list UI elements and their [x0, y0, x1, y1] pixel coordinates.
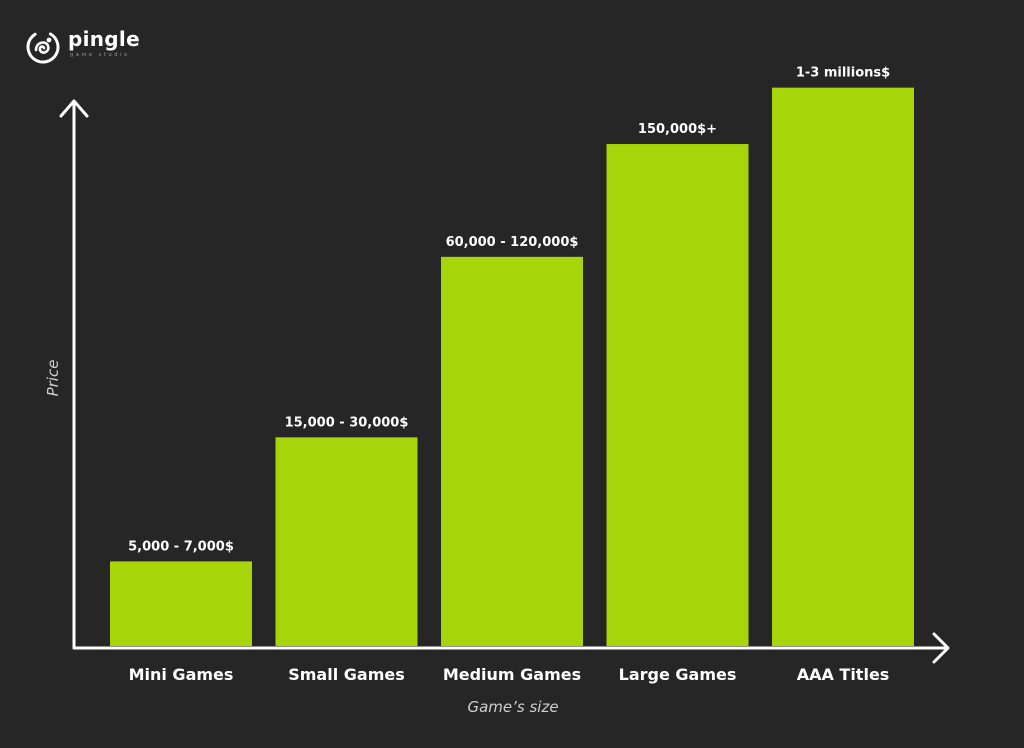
- bar-value-label: 5,000 - 7,000$: [128, 539, 234, 554]
- bar-1: [275, 437, 418, 646]
- bar-value-label: 1-3 millions$: [796, 66, 890, 81]
- bar-4: [772, 87, 914, 646]
- category-label: Mini Games: [129, 665, 234, 684]
- y-axis-arrow: [59, 99, 89, 118]
- bar-value-label: 15,000 - 30,000$: [285, 415, 409, 430]
- x-axis-title: Game’s size: [467, 698, 558, 716]
- y-axis-title: Price: [44, 360, 62, 397]
- brand-text: pingle game studio: [68, 28, 140, 58]
- axes-layer: [59, 99, 950, 664]
- category-label: Medium Games: [443, 665, 581, 684]
- category-label: Small Games: [288, 665, 405, 684]
- bar-3: [606, 144, 749, 647]
- category-label: AAA Titles: [797, 665, 890, 684]
- x-axis-arrow: [932, 632, 950, 664]
- bar-value-label: 60,000 - 120,000$: [446, 235, 579, 250]
- bar-2: [441, 256, 583, 646]
- labels-layer: 5,000 - 7,000$ Mini Games 15,000 - 30,000$…: [128, 66, 890, 684]
- bars-layer: [110, 87, 914, 647]
- bar-0: [110, 561, 252, 646]
- brand-logo: pingle game studio: [24, 28, 140, 66]
- chameleon-icon: [26, 30, 60, 64]
- brand-subtitle: game studio: [70, 52, 130, 58]
- bar-value-label: 150,000$+: [638, 122, 717, 137]
- category-label: Large Games: [619, 665, 737, 684]
- brand-name: pingle: [68, 27, 140, 51]
